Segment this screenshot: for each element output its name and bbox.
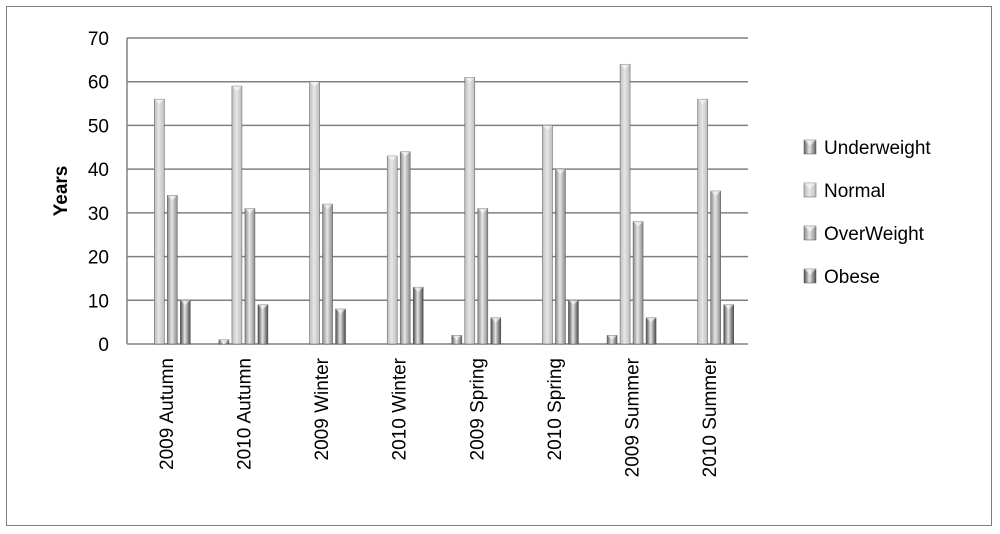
bar: [619, 63, 631, 345]
legend-swatch-cap: [804, 183, 816, 189]
x-tick-label: 2009 Spring: [467, 358, 488, 460]
bar-cap: [697, 99, 708, 105]
bar-cap: [464, 77, 475, 83]
bar: [322, 203, 333, 345]
bar-cap: [620, 64, 631, 70]
bar-cap: [154, 99, 165, 105]
y-tick-label: 0: [98, 335, 109, 356]
legend-swatch-cap: [804, 140, 816, 146]
legend-label: Underweight: [824, 138, 931, 159]
legend-swatch-cap: [804, 226, 816, 232]
bar: [244, 208, 256, 345]
y-tick-label: 10: [88, 291, 109, 312]
bar: [309, 81, 320, 345]
y-tick-label: 30: [88, 204, 109, 225]
bar: [632, 221, 644, 345]
y-axis-ticks: 0 10 20 30 40 50 60 70: [88, 29, 109, 356]
bar: [723, 304, 734, 345]
bar-cap: [542, 125, 553, 131]
bar: [412, 286, 424, 345]
bar-cap: [451, 335, 462, 341]
legend-label: OverWeight: [824, 224, 925, 245]
bar: [477, 208, 489, 345]
bar-cap: [244, 208, 255, 214]
bar: [710, 190, 721, 345]
bar: [464, 77, 476, 345]
bar: [542, 125, 553, 345]
x-tick-label: 2009 Winter: [312, 357, 333, 460]
bar: [399, 151, 411, 345]
y-tick-label: 70: [88, 29, 109, 50]
legend-swatch-cap: [804, 269, 816, 275]
bar-cap: [555, 169, 566, 175]
bar-cap: [218, 339, 229, 345]
bar-cap: [167, 195, 178, 201]
bar-cap: [257, 304, 268, 310]
legend-item: Normal: [803, 181, 885, 202]
y-tick-label: 40: [88, 160, 109, 181]
x-tick-label: 2009 Autumn: [157, 358, 178, 470]
bar-cap: [646, 317, 657, 323]
bar-cap: [568, 300, 579, 306]
bar-cap: [607, 335, 618, 341]
bar-cap: [477, 208, 488, 214]
bar-cap: [335, 309, 346, 315]
y-tick-label: 20: [88, 248, 109, 269]
bar: [386, 155, 398, 345]
bar-cap: [231, 86, 242, 92]
bars: [154, 63, 734, 345]
y-axis-title: Years: [51, 166, 72, 217]
bar: [568, 300, 579, 345]
bar-cap: [633, 221, 644, 227]
legend-item: Obese: [803, 267, 880, 288]
legend-label: Normal: [824, 181, 885, 202]
bar: [697, 98, 708, 345]
bar: [555, 168, 566, 345]
x-axis-labels: 2009 Autumn 2010 Autumn 2009 Winter 2010 Wi…: [157, 357, 721, 477]
x-tick-label: 2010 Winter: [390, 357, 411, 460]
bar: [335, 308, 346, 345]
bar-cap: [413, 287, 424, 293]
bar-cap: [400, 151, 411, 157]
bar: [154, 98, 165, 345]
y-tick-label: 60: [88, 73, 109, 94]
bar-cap: [387, 156, 398, 162]
bar: [231, 85, 243, 345]
legend-item: Underweight: [803, 138, 931, 159]
bar-cap: [723, 304, 734, 310]
x-tick-label: 2009 Summer: [623, 357, 644, 477]
legend-label: Obese: [824, 267, 880, 288]
bar: [257, 304, 269, 345]
y-tick-label: 50: [88, 116, 109, 137]
bar-cap: [180, 300, 191, 306]
x-tick-label: 2010 Summer: [700, 357, 721, 477]
bar-cap: [309, 81, 320, 87]
gridlines: [126, 37, 748, 345]
bar-cap: [490, 317, 501, 323]
bar: [180, 300, 191, 345]
x-tick-label: 2010 Spring: [545, 358, 566, 460]
x-tick-label: 2010 Autumn: [234, 358, 255, 470]
legend: Underweight Normal OverWeight Obese: [803, 138, 931, 288]
bar-cap: [322, 204, 333, 210]
bar-cap: [710, 191, 721, 196]
legend-item: OverWeight: [803, 224, 925, 245]
bar: [167, 195, 178, 345]
